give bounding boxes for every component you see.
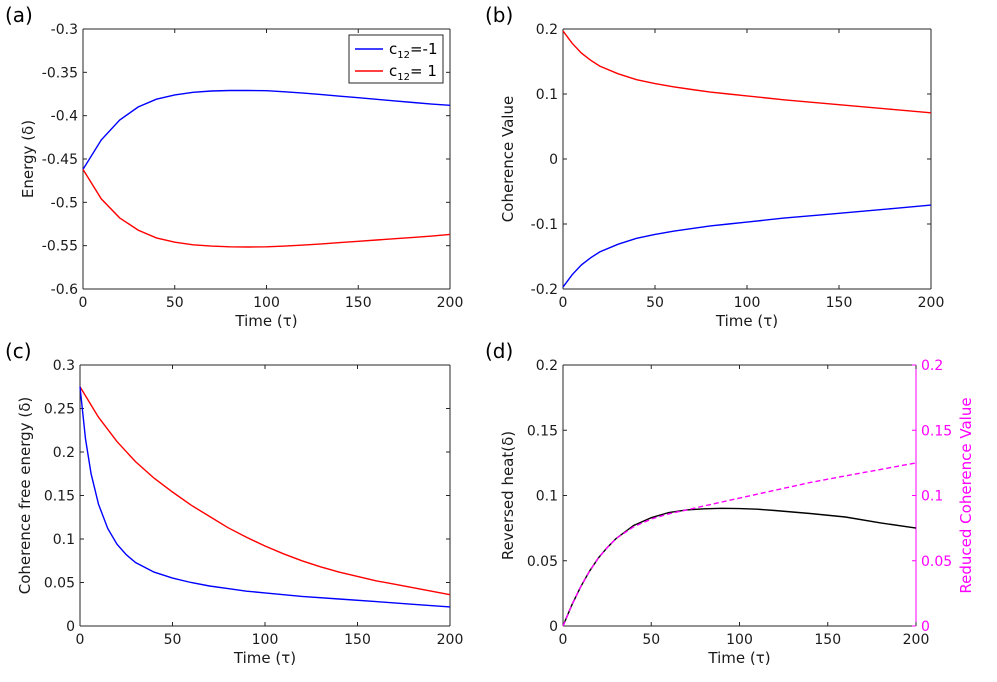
y-tick-label: -0.5	[51, 195, 78, 211]
y-tick-label-right: 0.15	[921, 423, 952, 439]
y-axis-label: Reversed heat(δ)	[499, 431, 517, 560]
x-tick-label: 0	[79, 295, 88, 311]
y-tick-label: -0.2	[531, 282, 558, 298]
y-tick-label: 0	[66, 619, 75, 635]
y-tick-label: -0.3	[51, 22, 78, 38]
series-line-1	[82, 169, 451, 248]
legend-box	[348, 34, 444, 84]
y-tick-label: -0.6	[51, 282, 78, 298]
x-tick-label: 200	[437, 295, 464, 311]
panel-label: (d)	[485, 339, 513, 363]
x-tick-label: 150	[345, 295, 372, 311]
y-tick-label: 0.3	[53, 358, 75, 374]
y-axis-label: Coherence free energy (δ)	[16, 397, 34, 594]
y-axis-label-right: Reduced Coherence Value	[957, 397, 975, 593]
x-tick-label: 50	[166, 295, 184, 311]
y-tick-label: 0.05	[44, 576, 75, 592]
y-tick-label: 0.05	[527, 554, 558, 570]
panel-b: (b) 0 50 100 150 200 -0.2 -0.1 0 0.1 0.2 Time (τ) Co…	[485, 3, 944, 330]
series-line-0	[79, 386, 451, 596]
legend-label: c12=-1	[389, 40, 438, 61]
x-tick-label: 50	[164, 632, 182, 648]
x-tick-label: 150	[814, 632, 841, 648]
x-tick-label: 50	[646, 295, 664, 311]
y-tick-label-right: 0.05	[921, 554, 952, 570]
y-axis-label: Energy (δ)	[19, 120, 37, 198]
y-tick-label: -0.4	[51, 109, 78, 125]
y-tick-label: 0.1	[536, 489, 558, 505]
x-tick-label: 200	[437, 632, 464, 648]
y-tick-label: 0.2	[536, 358, 558, 374]
series-line-0	[82, 89, 451, 170]
y-tick-label-right: 0.1	[921, 489, 943, 505]
y-tick-label: -0.55	[42, 239, 78, 255]
x-tick-label: 100	[253, 295, 280, 311]
panel-d: (d)0 50 100 150 20000.050.10.150.200.050.10.…	[485, 339, 975, 667]
x-tick-label: 0	[76, 632, 85, 648]
panel-label: (b)	[485, 3, 513, 27]
x-axis-label: Time (τ)	[233, 649, 296, 667]
legend-label-base: c	[389, 62, 397, 80]
panel-label: (c)	[5, 339, 32, 363]
x-tick-label: 100	[252, 632, 279, 648]
panel-c: (c) 0 50 100 150 200 0 0.05 0.1 0.15 0.2 0.25 0.3 Tim…	[5, 339, 463, 667]
panel-a: (a) 0 50 100 150 200 -0.6 -0.55 -0.5 -0.45 -0.4 -0.…	[5, 3, 463, 330]
y-tick-label: 0.2	[536, 22, 558, 38]
y-tick-label: 0.1	[53, 532, 75, 548]
x-axis-label: Time (τ)	[715, 312, 778, 330]
x-axis-label: Time (τ)	[234, 312, 297, 330]
y-tick-label: 0.25	[44, 402, 75, 418]
series-line-0	[562, 30, 932, 114]
legend-label-sub: 12	[397, 50, 410, 61]
x-tick-label: 50	[642, 632, 660, 648]
x-tick-label: 150	[826, 295, 853, 311]
y-tick-label-right: 0.2	[921, 358, 943, 374]
series-line-0	[562, 507, 917, 627]
legend-label: c12= 1	[389, 62, 437, 83]
y-tick-label: 0	[549, 152, 558, 168]
series-line-1	[562, 462, 917, 627]
y-tick-label: 0.2	[53, 445, 75, 461]
legend-label-base: c	[389, 40, 397, 58]
x-tick-label: 0	[559, 632, 568, 648]
y-axis-label: Coherence Value	[499, 96, 517, 222]
x-tick-label: 100	[734, 295, 761, 311]
y-tick-label: 0.15	[44, 489, 75, 505]
legend-label-sub: 12	[397, 72, 410, 83]
y-tick-label: 0.1	[536, 87, 558, 103]
y-tick-label: -0.45	[42, 152, 78, 168]
y-tick-label: -0.1	[531, 217, 558, 233]
x-tick-label: 200	[903, 632, 930, 648]
y-tick-label-right: 0	[921, 619, 930, 635]
y-tick-label: -0.35	[42, 65, 78, 81]
x-axis-label: Time (τ)	[707, 649, 770, 667]
panel-label: (a)	[5, 3, 33, 27]
y-tick-label: 0	[549, 619, 558, 635]
x-tick-label: 100	[726, 632, 753, 648]
series-line-1	[79, 386, 451, 608]
legend-label-rest: =-1	[410, 40, 438, 58]
x-tick-label: 0	[559, 295, 568, 311]
legend-label-rest: = 1	[410, 62, 437, 80]
x-tick-label: 200	[918, 295, 945, 311]
series-line-1	[562, 204, 932, 288]
y-tick-label: 0.15	[527, 423, 558, 439]
x-tick-label: 150	[344, 632, 371, 648]
